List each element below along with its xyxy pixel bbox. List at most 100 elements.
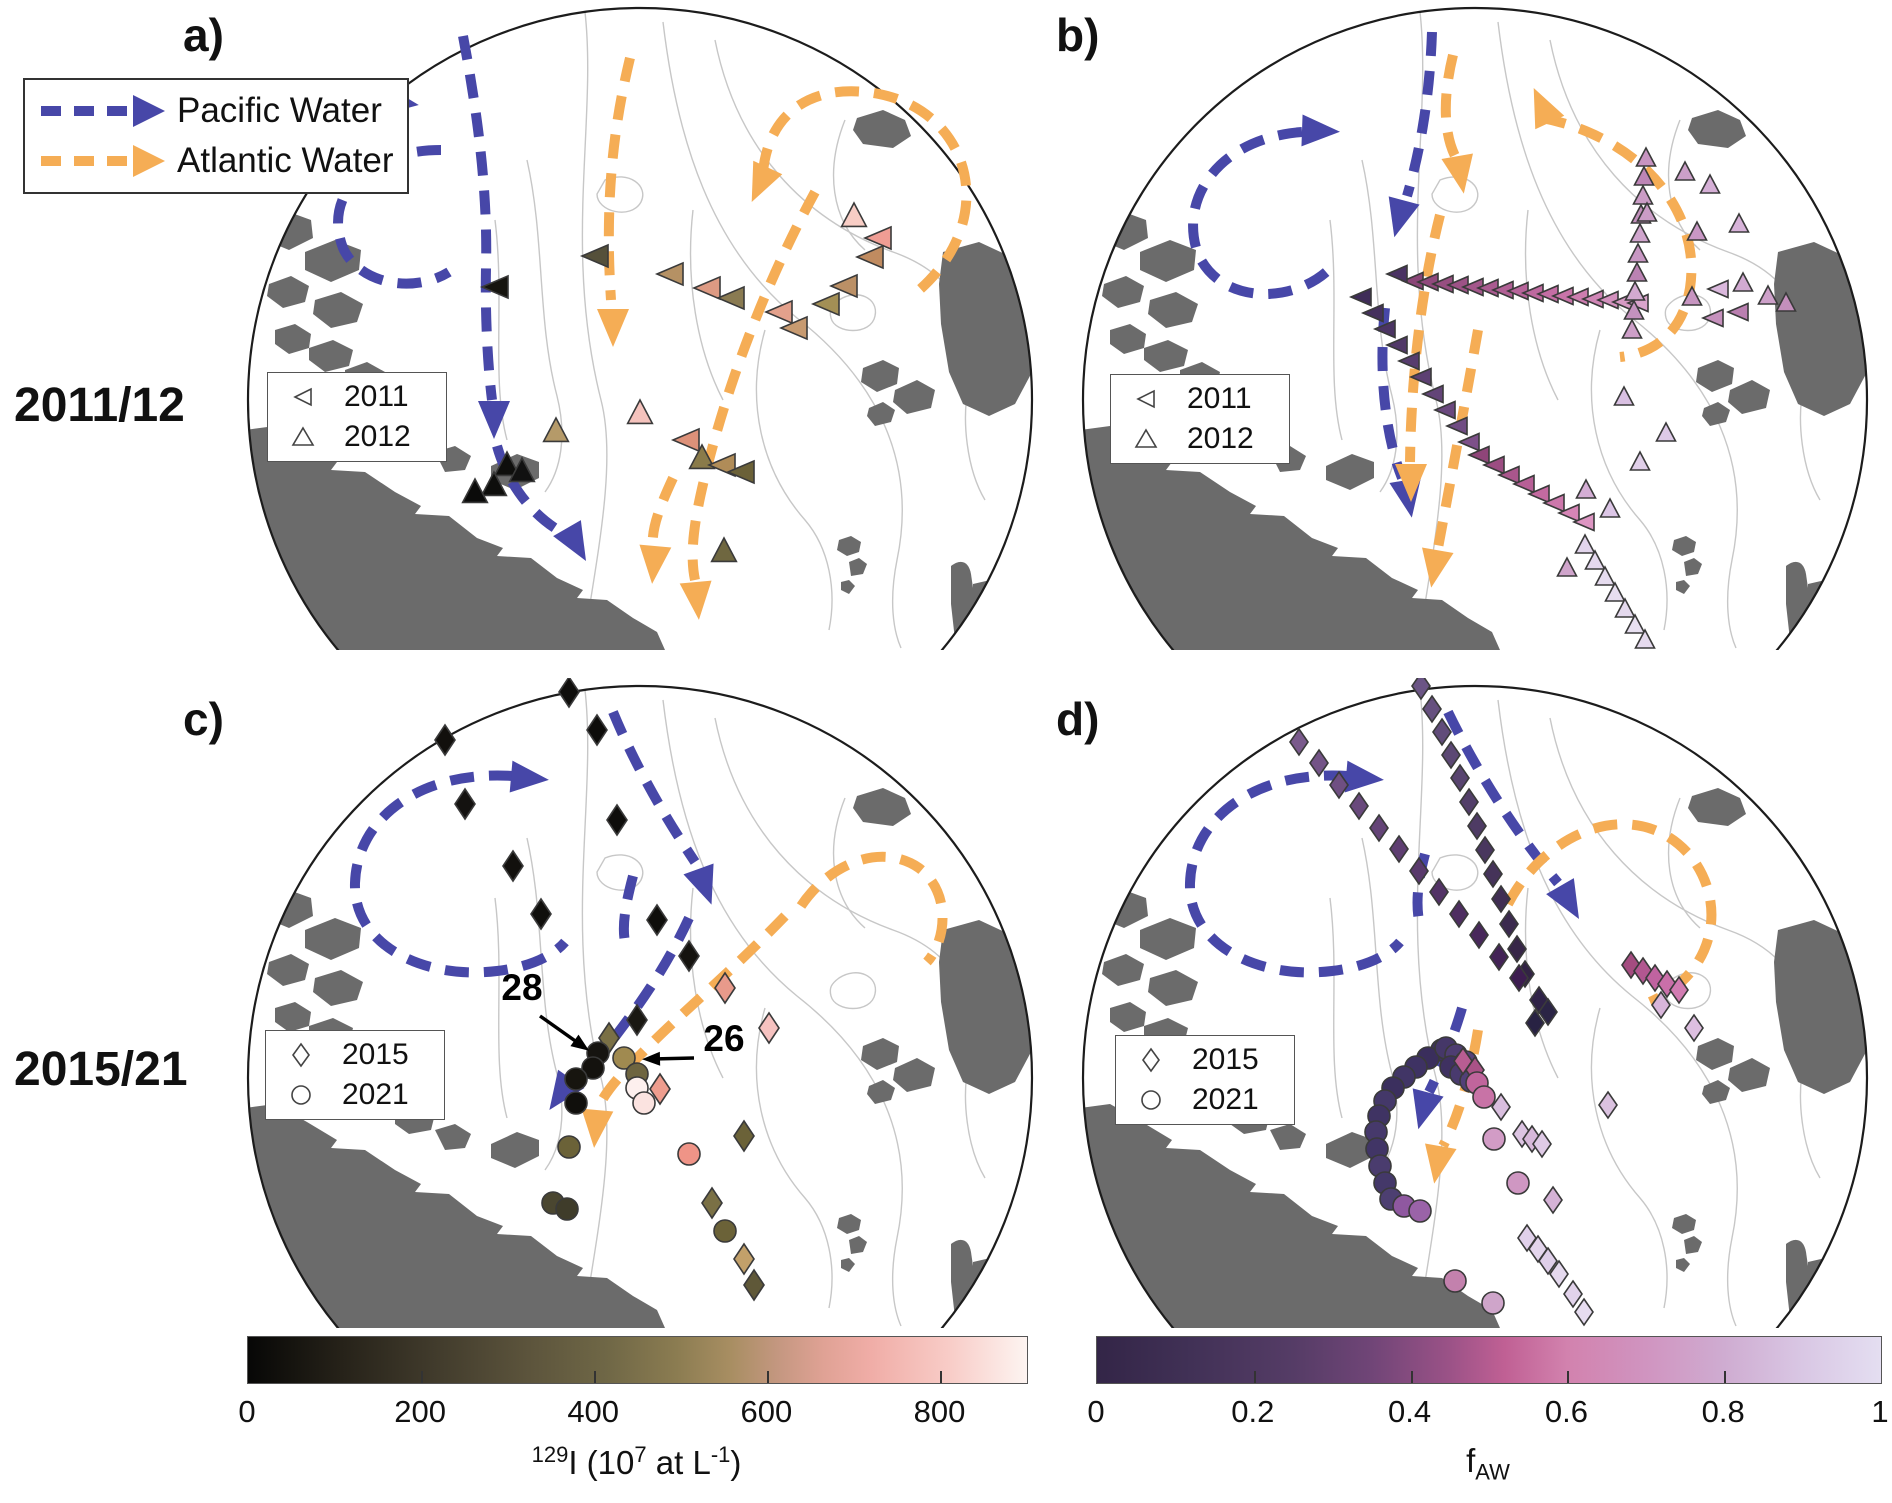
atlantic-flow-arrow — [1438, 1029, 1483, 1149]
year-legend-label: 2012 — [344, 420, 411, 453]
pacific-flow-arrow — [1412, 852, 1430, 932]
data-point-circle — [713, 1219, 737, 1243]
land-mass — [861, 1038, 899, 1070]
data-point-up-triangle — [1556, 556, 1578, 577]
atlantic-flow-arrow — [1433, 329, 1483, 549]
data-point-diamond — [701, 1186, 723, 1220]
data-point-up-triangle — [1574, 533, 1596, 554]
data-point-diamond — [733, 1119, 755, 1153]
year-legend-row: 2011 — [268, 378, 446, 416]
atlantic-flow-arrow — [1541, 113, 1697, 362]
flow-legend-row-atlantic: Atlantic Water — [25, 138, 407, 184]
left-triangle-icon — [293, 387, 312, 407]
faw-colorbar — [1096, 1336, 1882, 1384]
data-point-diamond — [1538, 997, 1558, 1027]
land-mass — [275, 1002, 311, 1032]
data-point-left-triangle — [1571, 512, 1595, 532]
bathymetry-contour — [755, 329, 833, 631]
bathymetry-contour — [1431, 854, 1479, 891]
data-point-up-triangle — [1599, 497, 1621, 518]
year-legend-row: 2015 — [266, 1036, 444, 1074]
pacific-flow-arrow — [349, 770, 569, 978]
land-mass — [1696, 360, 1734, 392]
data-point-circle — [1506, 1171, 1530, 1195]
data-point-up-triangle — [1575, 478, 1597, 499]
data-point-circle — [1482, 1127, 1506, 1151]
data-point-left-triangle — [1556, 503, 1580, 523]
year-legend-row: 2011 — [1111, 380, 1289, 418]
land-mass — [248, 426, 665, 650]
bathymetry-contour — [1329, 897, 1343, 1119]
data-point-left-triangle — [1496, 465, 1520, 485]
iodine-colorbar-label: 129I (107 at L-1) — [247, 1442, 1026, 1482]
land-mass — [1774, 242, 1867, 416]
data-point-up-triangle — [542, 416, 570, 443]
data-point-diamond — [1475, 835, 1495, 865]
data-point-circle — [677, 1142, 701, 1166]
bathymetry-contour — [581, 11, 608, 649]
colorbar-tick-label: 1 — [1871, 1394, 1889, 1429]
data-point-left-triangle — [1432, 400, 1456, 420]
data-point-diamond — [1450, 763, 1470, 793]
atlantic-flow-arrow — [647, 475, 678, 549]
data-point-left-triangle — [706, 452, 736, 478]
colorbar-tick-mark — [940, 1371, 943, 1383]
data-point-diamond — [502, 849, 524, 883]
colorbar-tick-mark — [1253, 1371, 1256, 1383]
land-mass — [1676, 580, 1690, 594]
data-point-left-triangle — [1725, 302, 1749, 322]
map-panel-a — [247, 7, 1033, 650]
colorbar-tick-label: 400 — [567, 1394, 620, 1429]
data-point-circle — [564, 1091, 588, 1115]
panel-c-label: c) — [183, 693, 224, 745]
land-mass — [1270, 1124, 1306, 1150]
bathymetry-contour — [494, 897, 508, 1119]
land-mass — [849, 1236, 867, 1254]
data-point-left-triangle — [479, 274, 509, 300]
pacific-flow-arrow — [568, 915, 694, 1085]
flow-arrowhead — [1422, 547, 1454, 588]
data-point-diamond — [558, 678, 580, 709]
data-point-up-triangle — [1613, 385, 1635, 406]
data-point-diamond — [1509, 963, 1529, 993]
atlantic-flow-arrow — [796, 851, 948, 966]
panel-b-label: b) — [1056, 9, 1100, 61]
data-point-diamond — [646, 903, 668, 937]
land-mass — [435, 1124, 471, 1150]
data-point-circle — [581, 1056, 605, 1080]
faw-label-base: f — [1466, 1442, 1476, 1479]
legend-arrowhead — [133, 95, 165, 127]
colorbar-tick-mark — [594, 1371, 597, 1383]
up-triangle-icon — [291, 426, 315, 446]
data-point-up-triangle — [1623, 299, 1645, 320]
bathymetry-contour — [689, 209, 724, 401]
data-point-left-triangle — [579, 243, 609, 269]
data-point-up-triangle — [1624, 280, 1646, 301]
data-point-diamond — [1651, 990, 1671, 1020]
data-point-left-triangle — [1384, 335, 1408, 355]
data-point-diamond — [606, 803, 628, 837]
data-point-circle — [612, 1046, 636, 1070]
up-triangle-icon — [1134, 428, 1158, 448]
data-point-up-triangle — [1634, 628, 1656, 649]
data-point-diamond — [454, 787, 476, 821]
data-point-circle — [557, 1135, 581, 1159]
station-callout-arrowhead — [570, 1034, 590, 1051]
flow-arrowhead — [549, 1069, 585, 1111]
data-point-diamond — [1483, 859, 1503, 889]
bathymetry-contour — [1361, 837, 1398, 1171]
data-point-diamond — [1549, 1259, 1569, 1289]
data-point-diamond — [626, 1003, 648, 1037]
flow-arrowhead — [1533, 88, 1565, 130]
land-mass — [939, 242, 1032, 416]
data-point-diamond — [1491, 1092, 1511, 1122]
atlantic-flow-arrow — [593, 912, 789, 1111]
legend-arrowhead — [133, 145, 165, 177]
flow-arrowhead — [1344, 760, 1384, 793]
bathymetry-contour — [829, 972, 877, 1010]
year-legend-row: 2012 — [268, 418, 446, 456]
data-point-left-triangle — [854, 244, 884, 270]
data-point-left-triangle — [810, 291, 840, 317]
bathymetry-contour — [832, 119, 866, 251]
data-point-diamond — [1289, 727, 1309, 757]
